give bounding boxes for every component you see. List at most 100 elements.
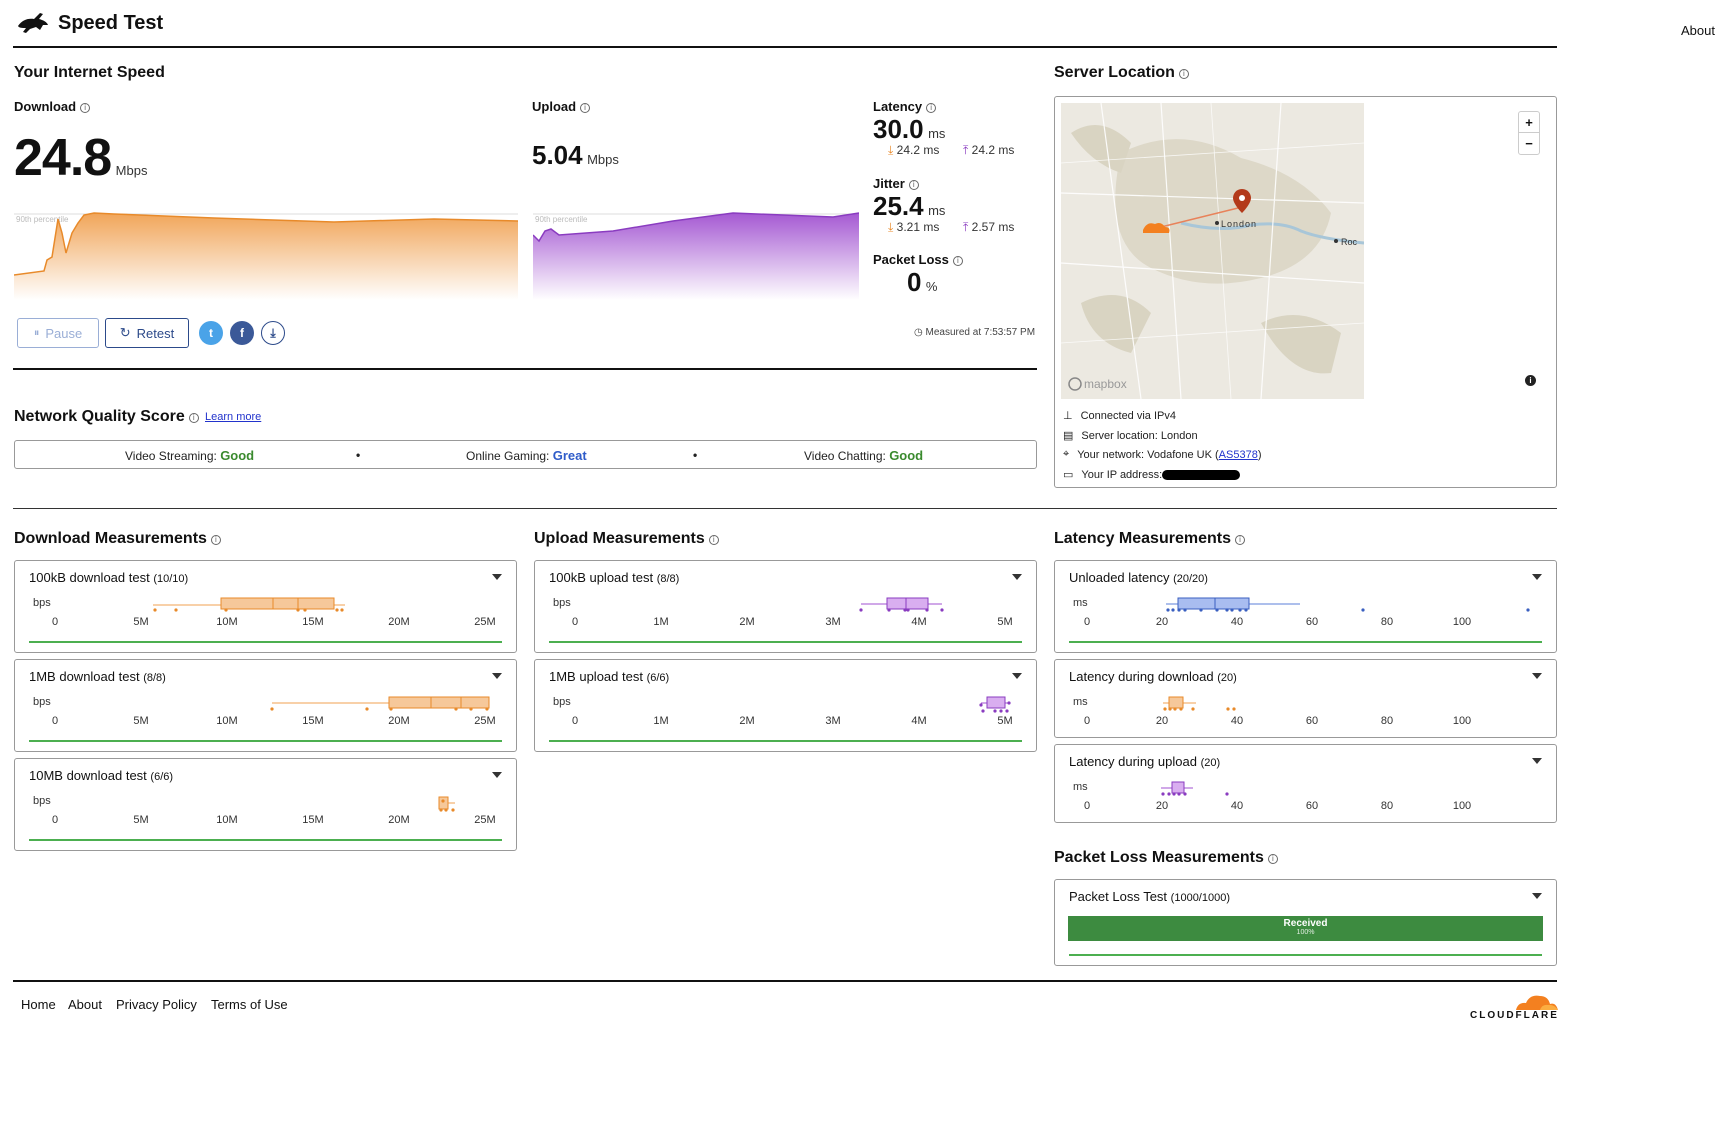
asn-link[interactable]: AS5378: [1218, 448, 1258, 461]
retest-button[interactable]: ↻ Retest: [105, 318, 189, 348]
upload-label: Upload i: [532, 99, 591, 114]
cloudflare-wordmark: CLOUDFLARE: [1470, 1010, 1559, 1021]
card-1mb-download: 1MB download test (8/8) bps 0 5M 10M 15M…: [14, 659, 517, 752]
packet-loss-measurements-title: Packet Loss Measurements i: [1054, 849, 1278, 867]
info-icon: i: [1267, 854, 1278, 864]
header-divider: [13, 46, 1557, 48]
server-icon: ▤: [1063, 430, 1074, 442]
network-quality-bar: Video Streaming: Good • Online Gaming: G…: [14, 440, 1037, 469]
card-1mb-upload: 1MB upload test (6/6) bps 0 1M 2M 3M 4M …: [534, 659, 1037, 752]
upload-value: 5.04: [532, 140, 583, 170]
download-measurements-title: Download Measurements i: [14, 530, 221, 548]
latency-down: ⤓ 24.2 ms: [888, 143, 940, 157]
separator-dot: •: [356, 448, 361, 462]
server-location-card: London Roc mapbox + − i ⊥ Connected via I…: [1054, 96, 1557, 488]
expand-caret-icon[interactable]: [1532, 574, 1542, 580]
map-zoom-controls: + −: [1518, 111, 1540, 155]
cloudflare-logo-icon: [1516, 995, 1558, 1010]
about-link-header[interactable]: About: [1681, 23, 1715, 38]
card-unloaded-latency: Unloaded latency (20/20) ms 0 20 40 60 8…: [1054, 560, 1557, 653]
expand-caret-icon[interactable]: [1012, 673, 1022, 679]
card-100kb-download: 100kB download test (10/10) bps 0 5M 10M…: [14, 560, 517, 653]
card-100kb-upload: 100kB upload test (8/8) bps 0 1M 2M 3M 4…: [534, 560, 1037, 653]
info-icon: i: [908, 180, 919, 190]
expand-caret-icon[interactable]: [492, 772, 502, 778]
upload-arrow-icon: ⤒: [963, 220, 969, 234]
network-icon: ⊥: [1063, 410, 1073, 422]
measurements-divider: [13, 508, 1557, 509]
download-speed-chart: 90th percentile: [14, 212, 518, 300]
video-chatting-score: Video Chatting: Good: [804, 448, 924, 463]
rabbit-logo-icon: [18, 13, 48, 33]
upload-percentile-label: 90th percentile: [535, 215, 588, 224]
map-city-label: London: [1221, 219, 1257, 229]
jitter-value: 25.4: [873, 191, 924, 221]
expand-caret-icon[interactable]: [492, 673, 502, 679]
upload-measurements-title: Upload Measurements i: [534, 530, 719, 548]
expand-caret-icon[interactable]: [1532, 673, 1542, 679]
latency-value: 30.0: [873, 114, 924, 144]
zoom-out-button[interactable]: −: [1525, 136, 1533, 151]
video-streaming-score: Video Streaming: Good: [125, 448, 255, 463]
network-row: ⌖ Your network: Vodafone UK (AS5378): [1063, 448, 1262, 461]
cloudflare-server-icon: [1143, 223, 1170, 233]
info-icon: i: [1234, 535, 1245, 545]
info-icon: i: [80, 103, 91, 113]
jitter-label: Jitter i: [873, 176, 919, 191]
expand-caret-icon[interactable]: [492, 574, 502, 580]
app-title: Speed Test: [58, 12, 164, 34]
info-icon: i: [926, 103, 937, 113]
footer-privacy-link[interactable]: Privacy Policy: [116, 997, 197, 1012]
latency-value-group: 30.0 ms: [873, 114, 946, 144]
server-location-row: ▤ Server location: London: [1063, 429, 1198, 443]
footer-home-link[interactable]: Home: [21, 997, 56, 1012]
window-icon: ▭: [1063, 469, 1074, 481]
packet-loss-value: 0: [907, 267, 922, 297]
map-info-icon[interactable]: i: [1525, 375, 1536, 386]
mapbox-attribution: mapbox: [1084, 377, 1127, 391]
twitter-share-icon[interactable]: t: [199, 321, 223, 345]
pin-icon: ⌖: [1063, 448, 1070, 460]
mapbox-logo-icon: [1068, 377, 1082, 391]
download-results-icon[interactable]: ⤓: [261, 321, 285, 345]
pause-icon: ⏸: [33, 326, 40, 339]
expand-caret-icon[interactable]: [1012, 574, 1022, 580]
info-icon: i: [1178, 69, 1189, 79]
boxplot-100kb-upload: [859, 597, 944, 612]
expand-caret-icon[interactable]: [1532, 893, 1542, 899]
download-arrow-icon: ⤓: [888, 220, 894, 234]
footer-divider: [13, 980, 1557, 982]
download-value: 24.8: [14, 129, 112, 187]
upload-value-group: 5.04 Mbps: [532, 140, 619, 171]
card-latency-during-download: Latency during download (20) ms 0 20 40 …: [1054, 659, 1557, 738]
card-latency-during-upload: Latency during upload (20) ms 0 20 40 60…: [1054, 744, 1557, 823]
connection-type-row: ⊥ Connected via IPv4: [1063, 409, 1176, 423]
jitter-value-group: 25.4 ms: [873, 191, 946, 221]
speed-divider: [13, 368, 1037, 370]
server-map[interactable]: London Roc mapbox: [1061, 103, 1364, 399]
latency-up: ⤒ 24.2 ms: [963, 143, 1015, 157]
download-value-group: 24.8 Mbps: [14, 128, 147, 188]
facebook-share-icon[interactable]: f: [230, 321, 254, 345]
download-label: Download i: [14, 99, 91, 114]
zoom-in-button[interactable]: +: [1519, 112, 1539, 133]
speed-section-title: Your Internet Speed: [14, 64, 165, 81]
network-quality-title: Network Quality Score i: [14, 408, 199, 426]
packet-loss-label: Packet Loss i: [873, 252, 963, 267]
boxplot-latency-download: [1163, 696, 1236, 711]
pause-button[interactable]: ⏸ Pause: [17, 318, 99, 348]
upload-arrow-icon: ⤒: [963, 143, 969, 157]
ip-address-row: ▭ Your IP address:: [1063, 468, 1241, 481]
expand-caret-icon[interactable]: [1532, 758, 1542, 764]
svg-text:Roc: Roc: [1341, 237, 1358, 247]
server-location-title: Server Location i: [1054, 64, 1189, 82]
learn-more-link[interactable]: Learn more: [205, 411, 262, 423]
refresh-icon: ↻: [119, 325, 131, 340]
packet-received-bar: Received 100%: [1068, 916, 1543, 941]
upload-unit: Mbps: [587, 152, 619, 167]
jitter-up: ⤒ 2.57 ms: [963, 220, 1015, 234]
measured-at: ◷ Measured at 7:53:57 PM: [914, 327, 1036, 338]
footer-terms-link[interactable]: Terms of Use: [211, 997, 288, 1012]
card-packet-loss: Packet Loss Test (1000/1000) Received 10…: [1054, 879, 1557, 966]
footer-about-link[interactable]: About: [68, 997, 102, 1012]
